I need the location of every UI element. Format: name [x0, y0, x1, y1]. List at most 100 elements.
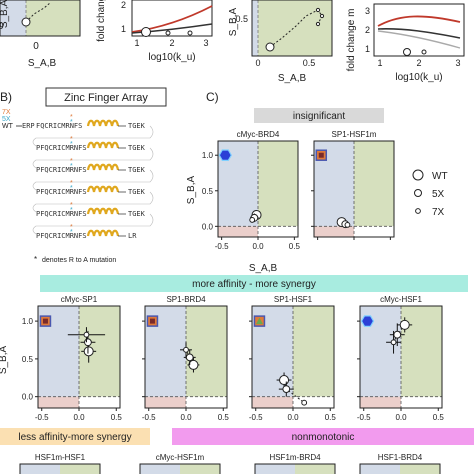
triangle-marker [255, 317, 263, 325]
tick-y3: 3 [365, 6, 370, 16]
mutation-star: * [70, 158, 73, 165]
panel-title: HSF1-BRD4 [378, 453, 423, 462]
mutation-star: * [70, 207, 73, 214]
legend-marker-7x [415, 208, 421, 214]
mutation-label-wt: WT [2, 123, 14, 130]
zf-sequence: FQCRICMRNFS [36, 122, 82, 130]
data-point-wt [279, 375, 290, 386]
zinc-finger-row: PFQCRICMRNFS** TGEK [32, 158, 154, 191]
row-connector [32, 213, 154, 235]
fold-point [421, 49, 427, 55]
tick-x3: 3 [203, 38, 208, 48]
y-tick-label: 0.0 [202, 222, 214, 231]
bottom-panel: HSF1m-HSF1 [19, 453, 101, 474]
y-tick-label: 0.5 [22, 355, 34, 364]
panel-title: HSF1m-HSF1 [35, 453, 86, 462]
ylabel-s-ba: S_B,A [228, 8, 239, 37]
x-tick-label: 0.0 [252, 242, 264, 251]
zf-sequence: PFQCRICMRNFS [36, 232, 87, 240]
zinc-finger-row: PFQCRICMRNFS** TGEK [32, 180, 154, 213]
banner-less-affinity-label: less affinity-more synergy [18, 432, 131, 443]
data-point-wt [83, 346, 94, 357]
zinc-finger-row: PFQCRICMRNFS** LR [36, 224, 137, 240]
region-green [293, 306, 334, 397]
data-point-wt [399, 319, 410, 330]
ylabel-fold: fold change [96, 0, 107, 42]
banner-nonmonotonic-label: nonmonotonic [292, 432, 355, 443]
region-green [186, 306, 227, 397]
phase-point [21, 17, 31, 27]
top-right-fold-plot: fold change m 3 2 1 1 2 3 log10(k_u) [346, 3, 465, 83]
x-tick-label: -0.5 [249, 413, 263, 422]
mutation-star: * [70, 119, 73, 126]
region-white [79, 396, 120, 408]
xlabel-s-ab: S_A,B [28, 58, 57, 69]
fold-point [165, 30, 171, 36]
panel-label-c: C) [206, 90, 219, 104]
data-point-7x [390, 339, 397, 346]
region-blue [140, 464, 180, 474]
scatter-panel-sp1-hsf1m: SP1-HSF1m [311, 130, 395, 240]
x-tick-label: -0.5 [357, 413, 371, 422]
bottom-row-panels: HSF1m-HSF1 cMyc-HSF1m HSF1m-BRD4 HSF1-BRD4 [19, 453, 441, 474]
ylabel-s-ba: S_B,A [0, 346, 9, 375]
panel-title: SP1-HSF1m [332, 130, 377, 139]
data-point-5x [282, 385, 291, 394]
mutation-star: * [70, 229, 73, 236]
tick-y1: 1 [365, 44, 370, 54]
tick-y1: 1 [121, 24, 126, 34]
tick-x3: 3 [455, 58, 460, 68]
region-blue [255, 464, 295, 474]
tick-x2: 2 [416, 58, 421, 68]
bottom-panel: HSF1m-BRD4 [254, 453, 336, 474]
row-connector [32, 191, 154, 213]
top-left-phase-plot: S_B,A 0 0 S_A,B [0, 0, 81, 69]
plot-frame [19, 463, 101, 474]
ylabel-fold-m: fold change m [346, 9, 357, 72]
plot-frame [359, 463, 441, 474]
region-pink [218, 226, 258, 237]
alpha-helix [86, 207, 120, 215]
fold-curve-gray [377, 30, 461, 49]
tick-y0: 0 [0, 21, 4, 32]
alpha-helix [86, 229, 120, 237]
legend-label-5x: 5X [432, 189, 445, 200]
y-tick-label: 0.5 [202, 187, 214, 196]
y-tick-label: 1.0 [202, 151, 214, 160]
panel-title: cMyc-HSF1 [380, 295, 422, 304]
mutation-star: * [70, 224, 73, 231]
bottom-panel: HSF1-BRD4 [359, 453, 441, 474]
xlabel-log-ku: log10(k_u) [395, 72, 442, 83]
plot-frame [139, 463, 221, 474]
zf-sequence: PFQCRICMRNFS [36, 166, 87, 174]
zf-tail: TGEK [128, 166, 146, 174]
top-left-fold-plot: fold change 2 1 1 2 3 log10(k_u) [96, 0, 213, 63]
fold-curve-red [131, 5, 213, 33]
zinc-finger-footnote: denotes R to A mutation [42, 257, 116, 264]
banner-nonmonotonic [172, 428, 474, 445]
y-tick-label: 0.0 [22, 393, 34, 402]
y-tick-label: 1.0 [22, 317, 34, 326]
zinc-finger-row: FQCRICMRNFS** TGEK [32, 114, 154, 147]
panel-title: SP1-BRD4 [166, 295, 206, 304]
region-white [258, 226, 298, 237]
xlabel-s-ab: S_A,B [249, 263, 278, 274]
phase-point [315, 7, 321, 13]
zf-sequence: PFQCRICMRNFS [36, 210, 87, 218]
mutation-star: * [70, 141, 73, 148]
legend-label-wt: WT [432, 171, 448, 182]
x-tick-label: 0.0 [73, 413, 85, 422]
region-blue [360, 464, 400, 474]
xlabel-log-ku: log10(k_u) [148, 52, 195, 63]
tick-y2: 2 [365, 25, 370, 35]
x-tick-label: 0.0 [180, 413, 192, 422]
row-connector [32, 125, 154, 147]
wt-prefix: ERP [22, 122, 35, 130]
region-green [354, 141, 394, 227]
fold-curve-black [377, 28, 461, 39]
tick-x1: 1 [134, 38, 139, 48]
panel-title: cMyc-HSF1m [156, 453, 205, 462]
scatter-panel-cmyc-hsf1: cMyc-HSF1 -0.5 0.0 0.5 [357, 295, 445, 422]
footnote-star: * [34, 255, 37, 264]
